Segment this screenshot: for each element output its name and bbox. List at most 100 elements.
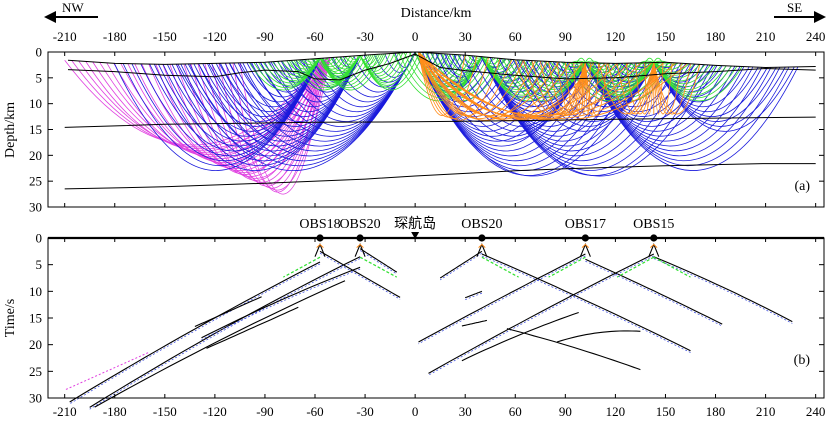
ray-blue [548, 61, 655, 113]
ray-orange [634, 62, 655, 115]
traveltime-curve [201, 266, 361, 339]
x-tick-label: 60 [509, 29, 522, 44]
traveltime-curve [585, 258, 723, 325]
x-tick-label: 60 [509, 404, 522, 419]
x-tick-label: -150 [153, 404, 177, 419]
ray-orange [653, 62, 682, 115]
traveltime-pick [418, 255, 586, 345]
ray-orange [531, 60, 586, 116]
traveltime-pick-green [481, 256, 519, 278]
panel-b-frame [47, 237, 825, 399]
traveltime-curve [319, 250, 401, 298]
traveltime-pick [653, 258, 793, 324]
source-apex-orange [478, 243, 486, 248]
x-tick-label: 150 [656, 29, 676, 44]
source-apex [314, 242, 326, 257]
ray-orange [584, 62, 608, 116]
ray-green [564, 62, 655, 102]
panel-b: -210 -180 -150 -120 -90 -60 -30 0 30 60 90 120 150 18… [3, 216, 825, 419]
y-tick-label: 30 [29, 391, 42, 406]
traveltime-pick-green [359, 256, 398, 278]
x-tick-label: -60 [306, 29, 323, 44]
y-tick-label: 30 [29, 200, 42, 215]
y-tick-label: 25 [29, 174, 42, 189]
station-label: 琛航岛 [394, 216, 436, 232]
x-tick-label: 30 [459, 404, 472, 419]
y-tick-label: 5 [36, 257, 43, 272]
traveltime-curve [461, 311, 579, 362]
source-apex-orange [581, 243, 590, 248]
traveltime-pick [89, 258, 361, 410]
se-arrow: SE [774, 0, 826, 23]
panel-a: -210 -180 -150 -120 -90 -60 -30 0 30 60 90 120 150 18… [3, 0, 826, 215]
ray-orange [523, 60, 586, 116]
panel-b-traces [64, 242, 793, 410]
ray-magenta [218, 57, 328, 189]
traveltime-curve [428, 253, 655, 374]
x-tick-label: 120 [606, 29, 626, 44]
ray-orange [418, 51, 560, 116]
traveltime-pick-green [283, 256, 321, 278]
x-tick-label: 30 [459, 29, 472, 44]
x-tick-label: 240 [806, 404, 826, 419]
x-axis-title: Distance/km [401, 6, 472, 21]
traveltime-curve [194, 296, 262, 328]
traveltime-curve [69, 261, 321, 403]
traveltime-pick-magenta [64, 352, 149, 391]
station-label: OBS20 [339, 217, 380, 232]
ray-orange [644, 62, 655, 115]
x-tick-label: 120 [606, 404, 626, 419]
ray-orange [653, 62, 673, 115]
x-tick-label: -120 [203, 404, 227, 419]
traveltime-curve [418, 253, 586, 343]
ray-orange [514, 59, 586, 116]
y-tick-label: 20 [29, 148, 42, 163]
island-marker [411, 232, 420, 239]
ray-orange [616, 62, 655, 115]
boundary-sediment-base [67, 53, 816, 81]
traveltime-curve [465, 290, 483, 299]
traveltime-pick [201, 268, 361, 340]
ray-orange [584, 62, 600, 116]
ray-blue [153, 55, 361, 171]
ray-orange [581, 62, 586, 116]
ray-green [585, 60, 600, 64]
station-label: OBS20 [461, 217, 502, 232]
ray-orange [418, 52, 548, 121]
ray-orange [418, 51, 595, 121]
boundary-upper-crust-base [64, 116, 816, 128]
ray-orange [625, 62, 655, 115]
ray-green [629, 62, 655, 68]
source-apex [579, 242, 591, 257]
x-tick-label: -210 [53, 404, 77, 419]
ray-orange [539, 60, 586, 116]
x-tick-label: 210 [756, 29, 776, 44]
traveltime-curve [653, 256, 793, 323]
traveltime-pick [481, 255, 691, 353]
x-tick-label: -30 [356, 404, 373, 419]
ray-green [653, 62, 679, 68]
traveltime-curve [89, 256, 361, 408]
ray-green [288, 55, 361, 91]
station-label: OBS15 [633, 217, 674, 232]
panel-label-b: (b) [794, 353, 811, 368]
x-tick-label: -180 [103, 29, 127, 44]
obs-marker [478, 234, 486, 242]
x-tick-label: 0 [412, 404, 419, 419]
y-tick-label: 10 [29, 284, 42, 299]
x-tick-label: -60 [306, 404, 323, 419]
x-tick-label: 240 [806, 29, 826, 44]
ray-green [248, 58, 321, 91]
traveltime-pick [428, 255, 654, 376]
traveltime-curve [461, 319, 488, 327]
y-axis-title-b: Time/s [3, 299, 18, 337]
ray-orange [418, 51, 571, 118]
obs-marker [650, 234, 658, 242]
x-tick-label: -90 [256, 404, 273, 419]
traveltime-pick [585, 260, 723, 327]
obs-marker [316, 234, 324, 242]
ray-magenta [85, 57, 324, 152]
station-label: OBS17 [565, 217, 606, 232]
